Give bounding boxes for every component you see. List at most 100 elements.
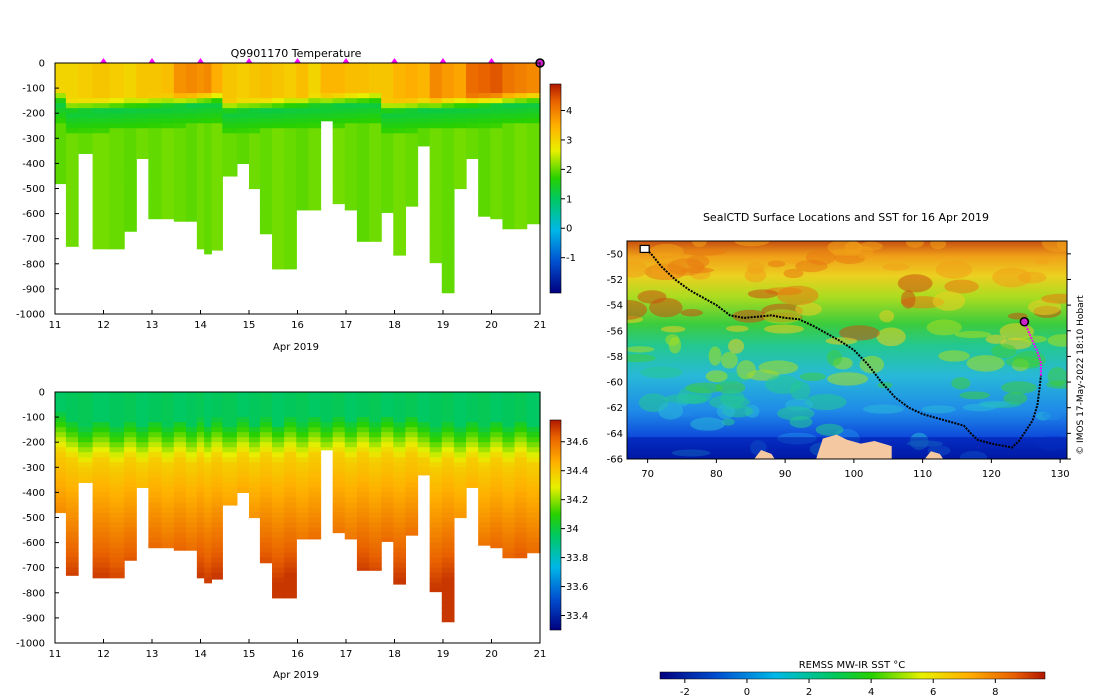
sst-patch (901, 290, 916, 309)
temperature-cell (429, 138, 443, 144)
salinity-cell (308, 502, 322, 509)
salinity-cell (526, 487, 541, 493)
temperature-cell (124, 88, 137, 94)
salinity-cell (259, 422, 273, 428)
temperature-cell (429, 178, 443, 185)
temperature-cell (381, 118, 394, 124)
temperature-cell (204, 68, 213, 74)
temperature-cell (526, 193, 541, 200)
temperature-cell (284, 123, 297, 129)
sst-patch (954, 330, 992, 339)
salinity-cell (332, 407, 346, 413)
salinity-cell (173, 487, 187, 493)
salinity-cell (356, 477, 370, 483)
temperature-cell (161, 83, 175, 89)
salinity-cell (92, 402, 111, 408)
y-tick-label: 0 (39, 59, 45, 70)
temperature-cell (78, 93, 94, 99)
temperature-cell (259, 158, 273, 164)
salinity-cell (211, 537, 223, 544)
temperature-cell (356, 68, 370, 74)
temperature-cell (55, 78, 67, 84)
salinity-cell (356, 427, 370, 433)
salinity-cell (308, 437, 322, 443)
y-tick-label: -500 (22, 184, 45, 195)
temperature-cell (161, 193, 175, 200)
temperature-cell (393, 108, 407, 114)
x-tick-label: 16 (291, 649, 304, 660)
temperature-cell (381, 183, 394, 190)
temperature-cell (92, 233, 111, 240)
temperature-cell (109, 108, 125, 114)
temperature-cell (196, 98, 205, 104)
temperature-cell (259, 188, 273, 195)
salinity-cell (204, 512, 213, 519)
temperature-cell (344, 203, 358, 210)
salinity-cell (369, 562, 382, 569)
salinity-cell (236, 432, 250, 438)
salinity-cell (284, 472, 297, 478)
salinity-cell (272, 432, 285, 438)
temperature-cell (124, 113, 137, 119)
temperature-cell (185, 78, 198, 84)
salinity-cell (284, 507, 297, 514)
temperature-cell (55, 108, 67, 114)
temperature-cell (320, 63, 334, 69)
temperature-cell (109, 218, 125, 225)
salinity-cell (502, 512, 516, 519)
salinity-cell (196, 527, 205, 534)
temperature-cell (161, 168, 175, 175)
salinity-cell (204, 437, 213, 443)
salinity-cell (429, 452, 443, 458)
salinity-cell (109, 452, 125, 458)
salinity-cell (65, 417, 79, 423)
temperature-cell (272, 163, 285, 170)
temperature-cell (381, 98, 394, 104)
temperature-cell (466, 148, 479, 154)
temperature-cell (204, 128, 213, 134)
temperature-cell (356, 73, 370, 79)
temperature-cell (490, 158, 504, 164)
salinity-cell (453, 407, 467, 413)
salinity-cell (92, 442, 111, 448)
temperature-cell (136, 128, 149, 134)
salinity-cell (259, 517, 273, 524)
salinity-cell (196, 392, 205, 398)
salinity-cell (429, 397, 443, 403)
temperature-cell (356, 208, 370, 215)
sst-patch (637, 290, 667, 304)
salinity-cell (124, 507, 137, 514)
temperature-cell (453, 168, 467, 175)
salinity-cell (502, 527, 516, 534)
salinity-cell (236, 427, 250, 433)
salinity-cell (526, 452, 541, 458)
salinity-cell (429, 507, 443, 514)
temperature-cell (393, 188, 407, 195)
sst-patch (932, 291, 966, 311)
temperature-cell (65, 188, 79, 195)
salinity-cell (92, 462, 111, 468)
salinity-cell (109, 562, 125, 569)
temperature-cell (514, 208, 528, 215)
salinity-heatmap (55, 392, 541, 623)
colorbar-tick-label: 0 (744, 687, 750, 698)
temperature-cell (369, 203, 382, 210)
salinity-cell (272, 437, 285, 443)
salinity-cell (308, 472, 322, 478)
salinity-cell (502, 472, 516, 478)
salinity-cell (161, 497, 175, 504)
salinity-cell (441, 422, 455, 428)
temperature-cell (78, 108, 94, 114)
salinity-cell (332, 522, 346, 529)
temperature-cell (259, 123, 273, 129)
salinity-cell (332, 507, 346, 514)
salinity-cell (466, 482, 479, 488)
sst-patch (1041, 293, 1067, 304)
salinity-cell (196, 457, 205, 463)
salinity-cell (249, 407, 261, 413)
salinity-cell (259, 407, 273, 413)
temperature-cell (296, 168, 310, 175)
temperature-cell (393, 153, 407, 159)
salinity-cell (526, 457, 541, 463)
salinity-cell (211, 447, 223, 453)
